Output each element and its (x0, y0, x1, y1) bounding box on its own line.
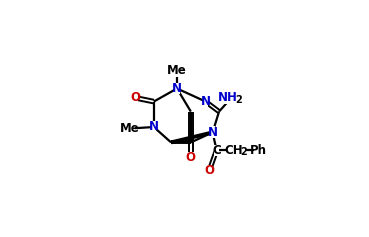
Bar (125, 123, 135, 134)
Bar (203, 96, 208, 108)
Text: N: N (149, 120, 159, 133)
Text: N: N (172, 82, 182, 95)
Text: N: N (208, 126, 218, 139)
Text: O: O (130, 91, 140, 104)
Bar (132, 92, 138, 104)
Bar (221, 91, 241, 104)
Text: O: O (186, 151, 196, 164)
Text: C: C (212, 144, 221, 157)
Bar (172, 65, 182, 77)
Text: 2: 2 (235, 95, 242, 105)
Text: 2: 2 (241, 147, 247, 157)
Bar (188, 152, 194, 164)
Bar (214, 145, 219, 155)
Text: Ph: Ph (250, 144, 267, 157)
Bar (206, 165, 212, 177)
Bar (254, 144, 263, 156)
Bar (210, 127, 215, 138)
Text: N: N (201, 95, 211, 108)
Text: Me: Me (167, 64, 187, 77)
Bar (151, 121, 156, 133)
Bar (174, 82, 180, 94)
Bar (226, 144, 246, 156)
Text: Me: Me (120, 122, 140, 135)
Text: O: O (204, 164, 214, 177)
Text: NH: NH (218, 91, 238, 104)
Text: CH: CH (224, 144, 243, 157)
